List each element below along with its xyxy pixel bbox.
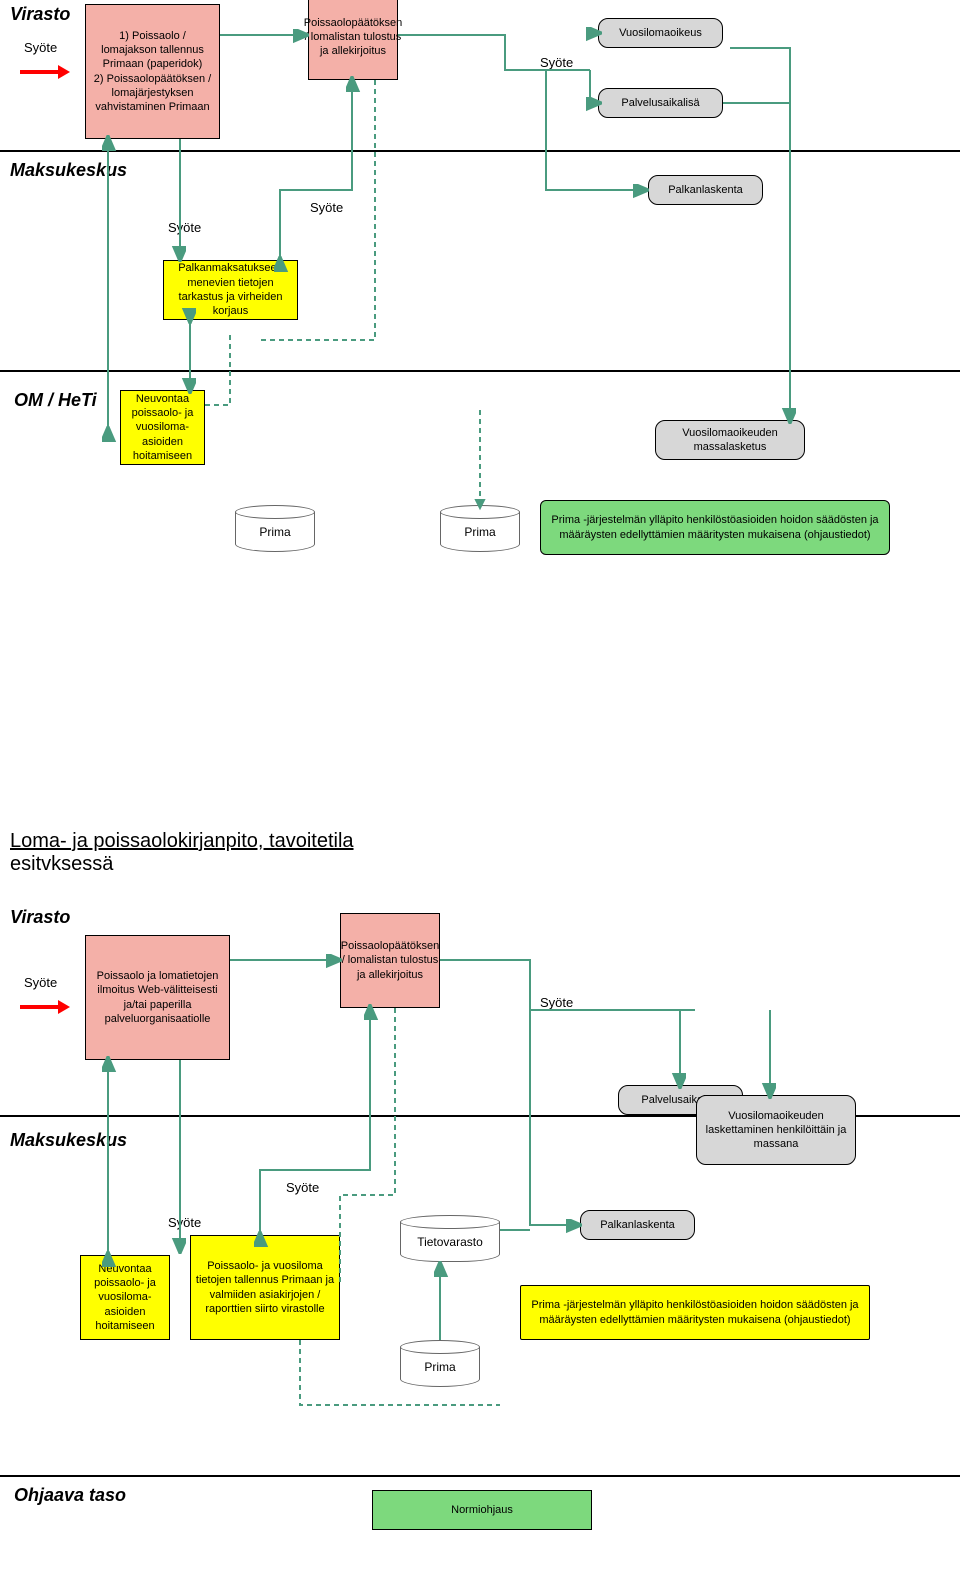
connectors-d2 [0, 905, 960, 1565]
section-title: Loma- ja poissaolokirjanpito, tavoitetil… [10, 830, 354, 876]
connectors-d1 [0, 0, 960, 560]
title-line2: esitvksessä [10, 853, 354, 876]
title-line1: Loma- ja poissaolokirjanpito, tavoitetil… [10, 830, 354, 853]
